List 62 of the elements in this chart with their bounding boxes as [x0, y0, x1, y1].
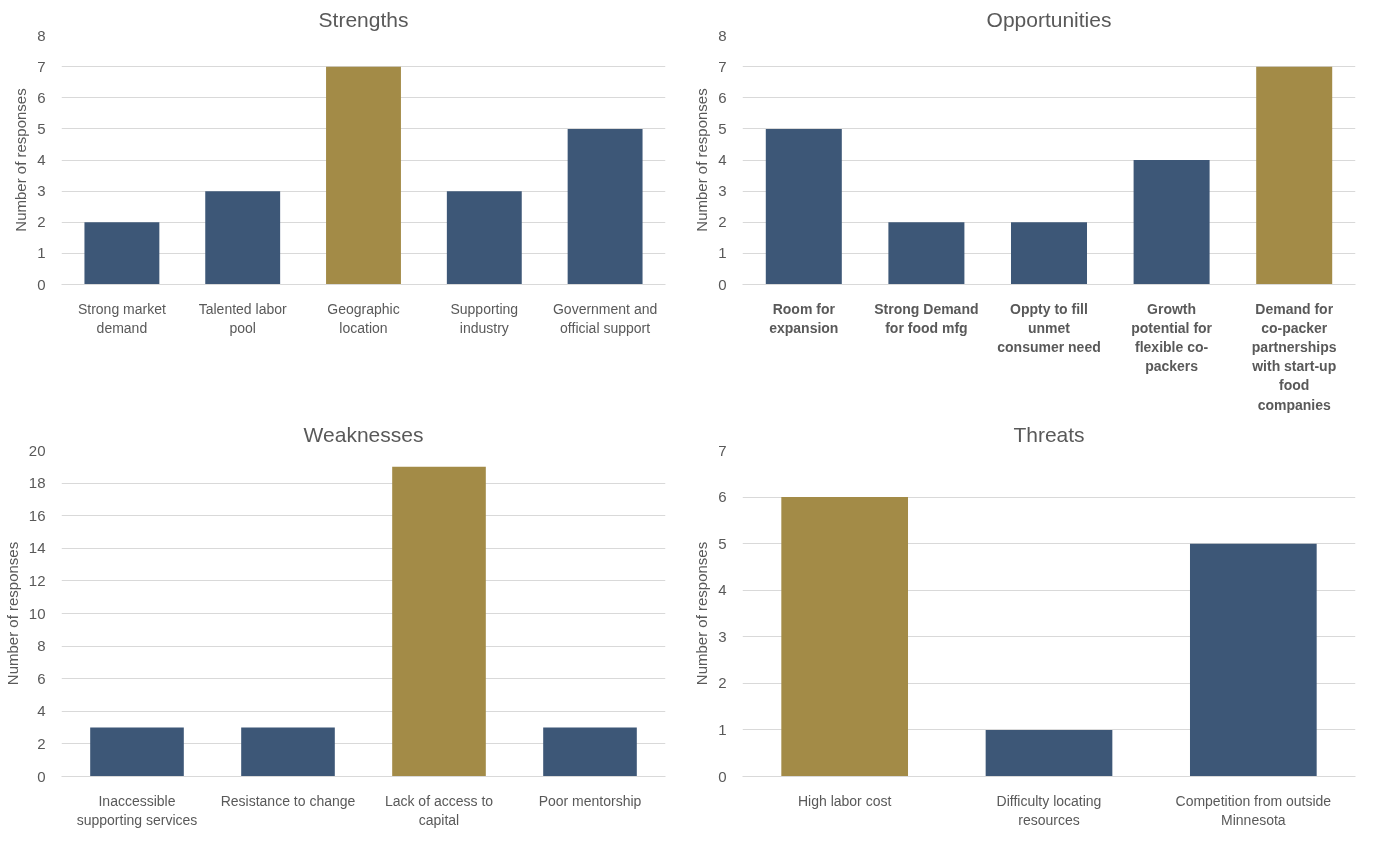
y-tick-label: 6: [718, 88, 727, 106]
y-axis-title: Number of responses: [12, 88, 30, 232]
x-tick-label: Oppty to fill unmet consumer need: [997, 300, 1101, 355]
y-tick-label: 4: [37, 702, 46, 720]
x-tick-label: Poor mentorship: [538, 792, 642, 809]
x-tick-label: Talented labor pool: [198, 300, 288, 336]
y-tick-label: 3: [718, 627, 727, 645]
chart-title: Weaknesses: [303, 422, 424, 446]
y-tick-label: 16: [28, 506, 46, 524]
y-tick-label: 10: [28, 604, 46, 622]
y-tick-label: 0: [37, 767, 46, 785]
x-tick-label: Supporting industry: [450, 300, 519, 336]
y-tick-label: 14: [28, 539, 46, 557]
y-tick-label: 4: [37, 151, 46, 168]
x-tick-label: Government and official support: [552, 300, 658, 336]
y-tick-label: 1: [718, 244, 727, 262]
y-tick-label: 0: [718, 275, 727, 293]
y-tick-label: 3: [718, 182, 727, 200]
x-tick-label: Strong market demand: [77, 300, 166, 336]
y-tick-label: 12: [28, 571, 46, 589]
y-tick-label: 0: [718, 767, 727, 785]
y-tick-label: 2: [718, 213, 727, 231]
y-tick-label: 3: [37, 182, 46, 200]
y-tick-label: 20: [28, 441, 46, 459]
y-tick-label: 6: [718, 488, 727, 506]
x-tick-label: Geographic location: [327, 300, 400, 336]
x-tick-label: Demand for co-packer partnerships with start-up food companies: [1251, 300, 1337, 413]
y-tick-label: 4: [718, 581, 727, 599]
x-tick-label: Growth potential for flexible co-packers: [1131, 300, 1213, 375]
y-tick-label: 2: [718, 674, 727, 692]
y-tick-label: 5: [37, 119, 46, 137]
y-tick-label: 5: [718, 119, 727, 137]
y-tick-label: 7: [718, 441, 727, 459]
y-tick-label: 6: [37, 88, 46, 106]
y-tick-label: 7: [718, 57, 727, 75]
y-tick-label: 1: [37, 244, 46, 262]
x-tick-label: Inaccessible supporting services: [76, 792, 198, 828]
y-tick-label: 4: [718, 151, 727, 168]
chart-title: Opportunities: [986, 7, 1112, 31]
x-tick-label: Strong Demand for food mfg: [874, 300, 979, 336]
y-tick-label: 6: [37, 669, 46, 687]
y-tick-label: 2: [37, 213, 46, 231]
y-tick-label: 2: [37, 734, 46, 752]
x-tick-label: Lack of access to capital: [384, 792, 494, 828]
x-tick-label: Competition from outside Minnesota: [1175, 792, 1332, 828]
x-tick-label: Resistance to change: [220, 792, 356, 809]
y-tick-label: 8: [37, 637, 46, 655]
y-tick-label: 5: [718, 534, 727, 552]
y-tick-label: 1: [718, 720, 727, 738]
x-tick-label: High labor cost: [797, 792, 892, 809]
y-axis-title: Number of responses: [3, 541, 21, 686]
y-tick-label: 8: [718, 26, 727, 44]
y-tick-label: 8: [37, 26, 46, 44]
x-tick-label: Room for expansion: [769, 300, 839, 336]
chart-title: Strengths: [318, 7, 409, 31]
y-tick-label: 18: [28, 474, 46, 492]
y-tick-label: 7: [37, 57, 46, 75]
x-tick-label: Difficulty locating resources: [996, 792, 1102, 828]
y-axis-title: Number of responses: [693, 88, 711, 232]
y-tick-label: 0: [37, 275, 46, 293]
chart-title: Threats: [1013, 422, 1085, 446]
y-axis-title: Number of responses: [693, 541, 711, 686]
